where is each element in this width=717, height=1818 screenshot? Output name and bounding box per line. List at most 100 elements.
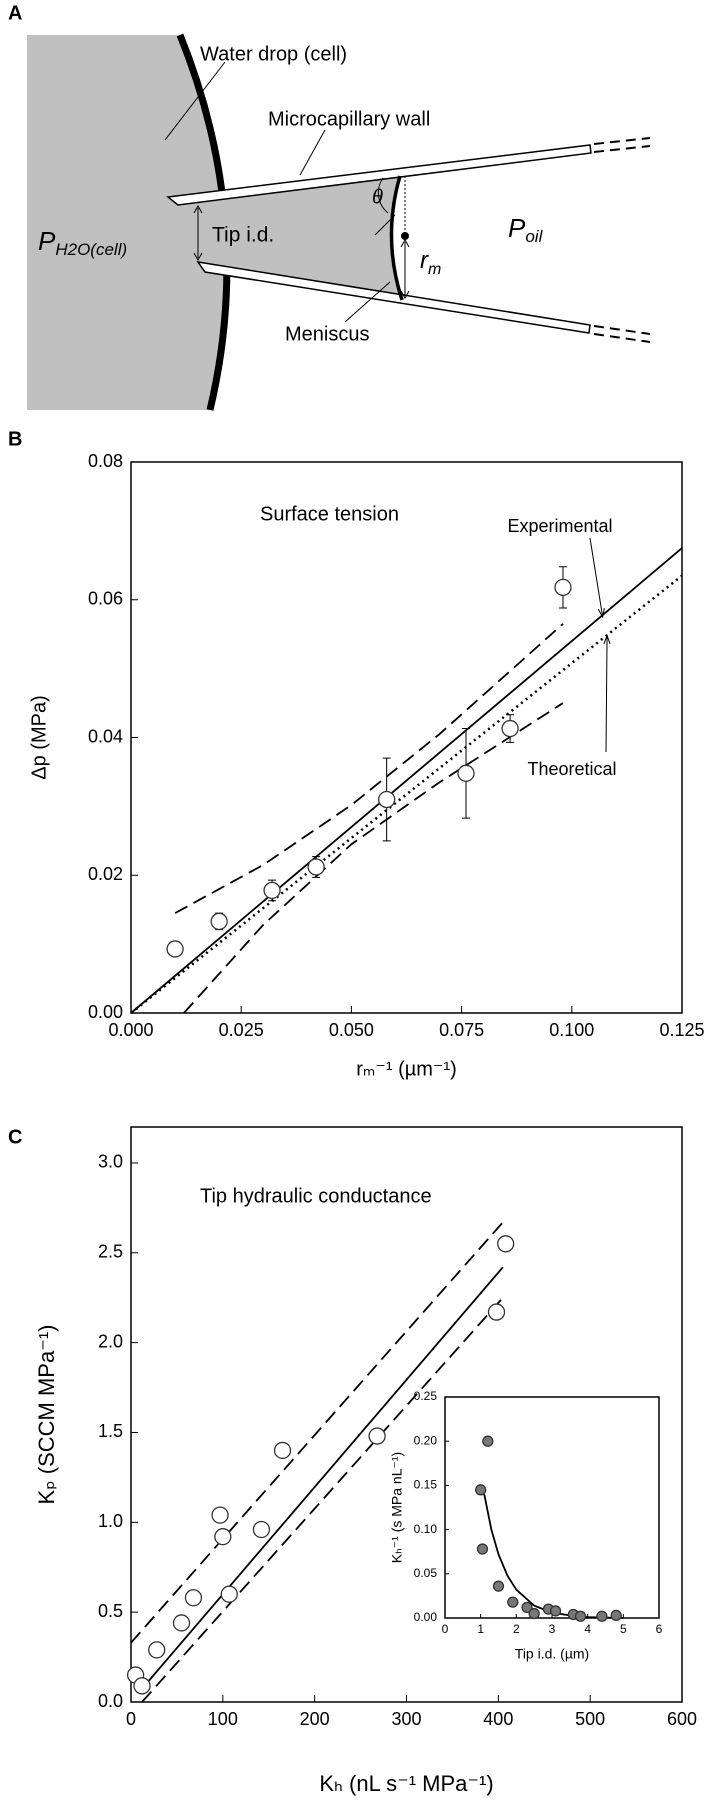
data-point [378, 790, 396, 809]
data-point [549, 1605, 562, 1617]
water-drop [27, 35, 227, 410]
y-tick-label: 0.05 [414, 1566, 438, 1580]
leader [344, 281, 391, 323]
data-point [610, 1609, 622, 1621]
leader [164, 61, 226, 141]
x-tick-label: 1 [477, 1622, 484, 1636]
data-point [528, 1607, 540, 1620]
x-tick-label: 0 [126, 1709, 136, 1729]
y-tick-label: 0.10 [414, 1522, 438, 1536]
x-tick-label: 0.125 [659, 1020, 704, 1040]
y-axis-label: Kₚ (SCCM MPa⁻¹) [34, 1325, 59, 1505]
data-point [273, 1441, 292, 1460]
tip-arrow [193, 204, 203, 262]
fit-line [141, 1297, 504, 1703]
x-axis-label: Kₕ (nL s⁻¹ MPa⁻¹) [319, 1771, 493, 1796]
x-tick-label: 3 [549, 1622, 556, 1636]
x-tick-label: 400 [483, 1709, 513, 1729]
data-point [220, 1585, 238, 1603]
data-point [133, 1677, 151, 1695]
x-tick-label: 600 [667, 1709, 697, 1729]
data-point [492, 1580, 505, 1592]
plot-frame [130, 461, 683, 1014]
x-tick-label: 0 [442, 1622, 449, 1636]
data-point [507, 1596, 519, 1608]
data-point [596, 1610, 608, 1622]
fit-line [137, 1266, 504, 1694]
diagram: A Water drop (cell) Microcapillary wall … [8, 2, 651, 411]
label-part: H2O(cell) [55, 240, 127, 259]
label: Meniscus [285, 323, 369, 345]
y-tick-label: 2.5 [98, 1242, 123, 1262]
label: PH2O(cell) [38, 226, 127, 260]
x-tick-label: 0.050 [329, 1020, 374, 1040]
x-tick-label: 4 [584, 1622, 591, 1636]
label-part: P [38, 226, 56, 256]
x-tick-label: 0.025 [219, 1020, 264, 1040]
data-point [482, 1435, 494, 1447]
angle-arc [377, 177, 389, 214]
y-tick-label: 0.20 [414, 1433, 438, 1447]
x-tick-label: 500 [575, 1709, 605, 1729]
chart-title: Tip hydraulic conductance [200, 1185, 432, 1207]
y-axis-label: Kₕ⁻¹ (s MPa nL⁻¹) [389, 1452, 405, 1563]
wall-continuation [593, 137, 651, 343]
x-tick-label: 300 [391, 1709, 421, 1729]
lower-wall [196, 260, 591, 334]
label-part: m [428, 261, 441, 278]
fit-line [130, 547, 683, 1014]
data-point [307, 858, 325, 876]
x-tick-label: 5 [620, 1622, 627, 1636]
data-point [487, 1303, 506, 1321]
data-point [148, 1641, 166, 1659]
x-tick-label: 100 [208, 1709, 238, 1729]
leader [374, 214, 396, 236]
x-tick-label: 6 [656, 1622, 663, 1636]
annotation-arrow [603, 634, 611, 753]
label: Poil [508, 213, 544, 247]
chart-title: Surface tension [260, 503, 399, 525]
y-tick-label: 0.0 [98, 1691, 123, 1711]
label: Microcapillary wall [268, 108, 430, 130]
plot-frame [444, 1396, 660, 1619]
x-tick-label: 0.100 [549, 1020, 594, 1040]
fit-line [183, 702, 564, 1014]
y-tick-label: 1.5 [98, 1421, 123, 1441]
data-point [475, 1484, 487, 1496]
label: rm [420, 247, 441, 278]
data-point [521, 1601, 533, 1614]
label: Water drop (cell) [200, 43, 347, 65]
y-tick-label: 0.25 [414, 1389, 438, 1403]
data-point [263, 881, 281, 900]
meniscus [389, 175, 404, 301]
data-point [554, 578, 572, 597]
y-tick-label: 1.0 [98, 1511, 123, 1531]
y-tick-label: 0.08 [88, 451, 123, 471]
x-tick-label: 0.075 [439, 1020, 484, 1040]
leader [299, 129, 326, 176]
data-point [172, 1614, 191, 1632]
data-point [501, 719, 519, 738]
data-point [211, 1506, 229, 1524]
y-tick-label: 0.04 [88, 726, 123, 746]
y-tick-label: 0.5 [98, 1601, 123, 1621]
fit-line [130, 1221, 504, 1644]
label: Tip i.d. [212, 224, 274, 247]
panel-label: A [8, 2, 22, 24]
data-point [574, 1610, 587, 1622]
y-axis-label: Δp (MPa) [28, 695, 50, 779]
data-point [368, 1427, 386, 1445]
data-point [457, 764, 475, 782]
y-tick-label: 0.02 [88, 864, 123, 884]
data-point [476, 1543, 489, 1555]
y-tick-label: 0.06 [88, 589, 123, 609]
label-part: r [420, 247, 429, 274]
y-tick-label: 2.0 [98, 1331, 123, 1351]
panel-label: C [8, 1126, 22, 1148]
data-point [497, 1235, 515, 1253]
y-tick-label: 0.00 [88, 1002, 123, 1022]
data-point [210, 912, 228, 931]
x-tick-label: 2 [513, 1622, 520, 1636]
